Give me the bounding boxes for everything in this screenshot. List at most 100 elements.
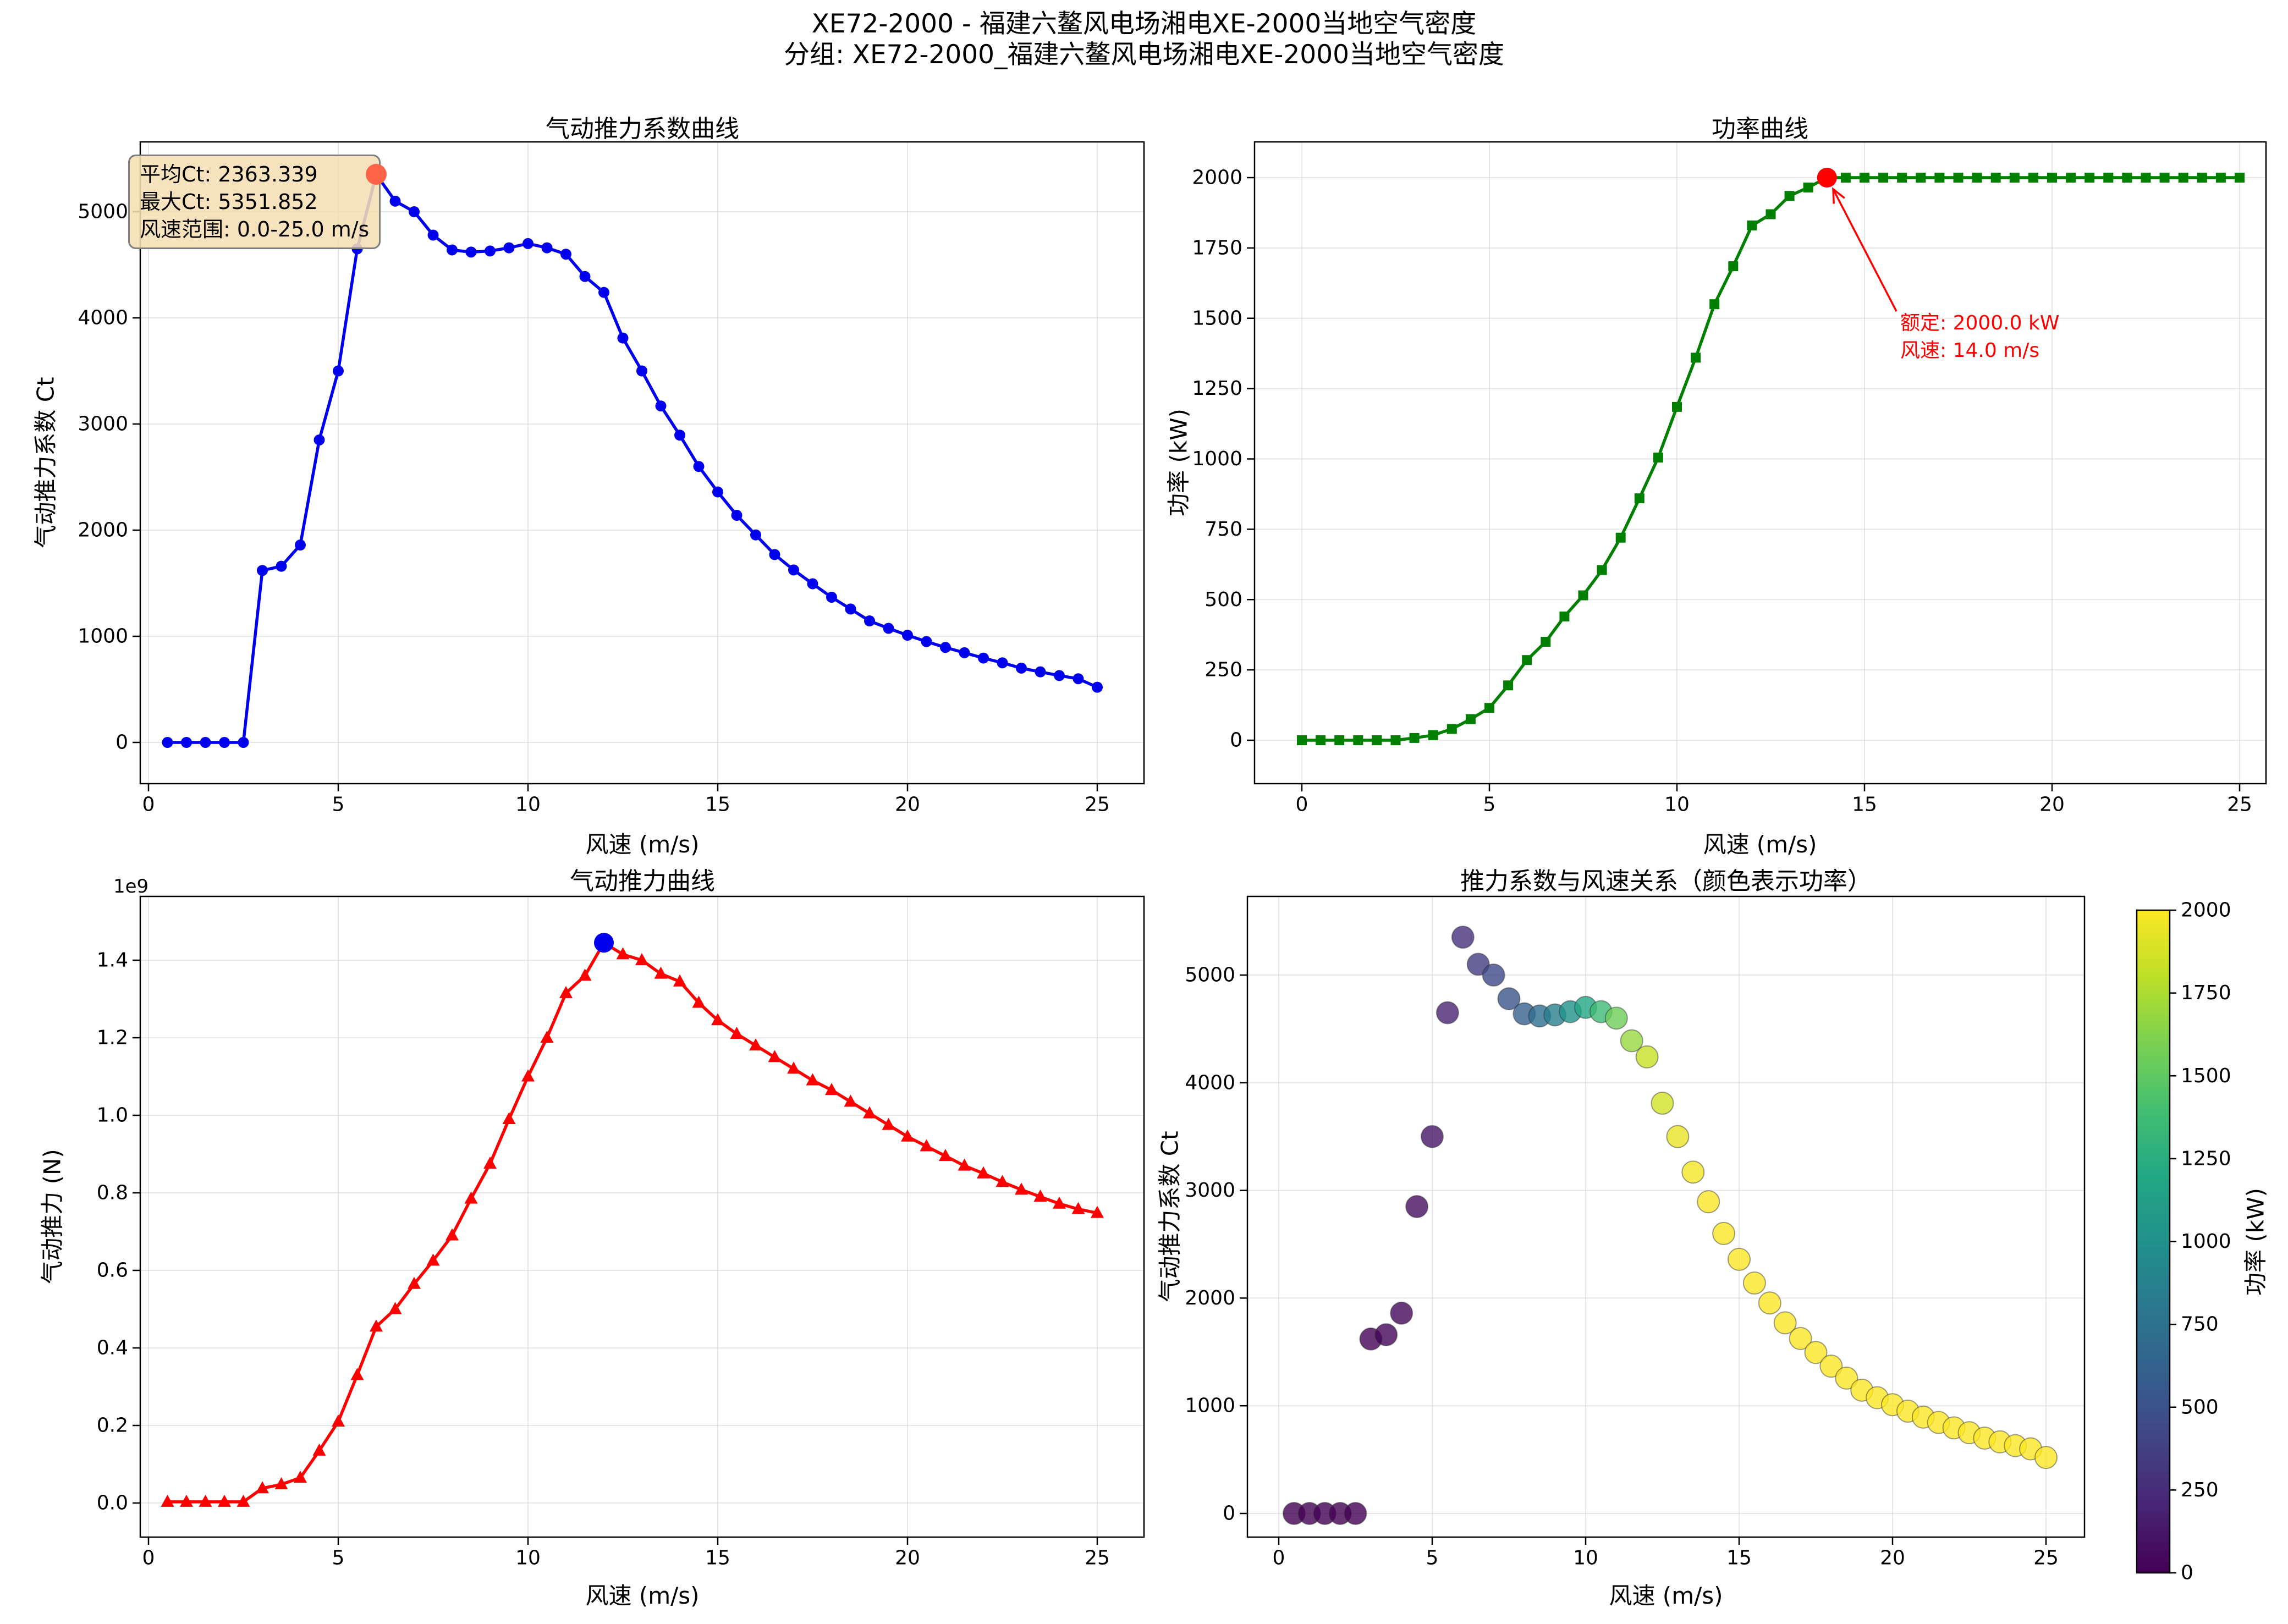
colorbar-ticks: 0 250 500 750 1000 1250 1500 1750 2000 (2170, 899, 2231, 1584)
power-curve-markers (1297, 173, 2245, 745)
y-tick-label: 0 (1223, 1502, 1235, 1525)
colorbar-tick-label: 500 (2181, 1396, 2219, 1418)
colorbar-gradient (2136, 909, 2171, 1574)
y-tick-label: 1000 (1192, 448, 1242, 470)
colorbar-tick-label: 1000 (2181, 1230, 2231, 1253)
ylabel-scatter: 气动推力系数 Ct (1156, 1131, 1184, 1302)
x-tick-label: 0 (142, 1547, 155, 1570)
scatter-point (1804, 1341, 1828, 1364)
axes-spines (139, 895, 1145, 1538)
colorbar-tick-label: 1750 (2181, 982, 2231, 1004)
y-tick-label: 2000 (1185, 1287, 1235, 1309)
y-tick-label: 3000 (78, 413, 128, 436)
x-tick-label: 20 (2039, 794, 2065, 816)
scatter-point (1451, 926, 1475, 949)
scatter-point (1344, 1502, 1367, 1525)
y-tick-label: 1.4 (97, 949, 128, 972)
x-tick-label: 15 (705, 794, 730, 816)
x-tick-label: 0 (1273, 1547, 1285, 1570)
stats-line-wind-range: 风速范围: 0.0-25.0 m/s (140, 217, 370, 241)
tick-labels: 0 5 10 15 20 25 0 1000 2000 3000 4000 5000 (1185, 964, 2059, 1570)
scatter-point (1742, 1271, 1766, 1295)
max-ct-marker (366, 164, 387, 185)
ct-curve-markers (162, 169, 1103, 748)
x-tick-label: 10 (515, 794, 541, 816)
stats-line-max-ct: 最大Ct: 5351.852 (140, 190, 318, 214)
y-tick-label: 250 (1204, 659, 1242, 681)
scatter-point (1436, 1001, 1459, 1025)
scatter-point (1604, 1006, 1628, 1030)
y-tick-label: 1500 (1192, 307, 1242, 329)
x-tick-label: 5 (332, 794, 345, 816)
y-tick-label: 1250 (1192, 377, 1242, 400)
scatter-point (1390, 1301, 1414, 1325)
colorbar-tick-label: 2000 (2181, 899, 2231, 922)
scatter-point (1497, 987, 1521, 1011)
max-thrust-marker (594, 933, 614, 953)
ct-curve-line (166, 173, 1099, 744)
x-tick-label: 0 (1296, 794, 1308, 816)
subplot-title-thrust-curve: 气动推力曲线 (570, 867, 715, 895)
xlabel-scatter: 风速 (m/s) (1609, 1582, 1723, 1609)
scatter-point (1728, 1247, 1751, 1271)
x-tick-label: 10 (515, 1547, 541, 1570)
scatter-point (1697, 1190, 1720, 1214)
y-tick-label: 0.2 (97, 1414, 128, 1437)
thrust-axis-offset-text: 1e9 (113, 876, 149, 898)
x-tick-label: 5 (1483, 794, 1496, 816)
scatter-point (1421, 1125, 1444, 1148)
scatter-point (1758, 1291, 1781, 1315)
subplot-title-power-curve: 功率曲线 (1712, 115, 1808, 143)
y-tick-label: 2000 (78, 519, 128, 542)
colorbar-tick-label: 1500 (2181, 1065, 2231, 1087)
x-tick-label: 10 (1664, 794, 1690, 816)
x-tick-label: 20 (895, 794, 920, 816)
y-tick-label: 0.6 (97, 1259, 128, 1282)
grid-lines (140, 896, 1144, 1537)
scatter-point (2034, 1446, 2058, 1469)
annotation-arrow (1832, 189, 1898, 312)
rated-power-line: 额定: 2000.0 kW (1900, 312, 2060, 334)
subplot-thrust-curve: 0 5 10 15 20 25 0.0 0.2 0.4 0.6 0.8 1.0 1.2 1.4 (97, 895, 1145, 1570)
grid-lines (1247, 896, 2084, 1537)
tick-labels: 0 5 10 15 20 25 0.0 0.2 0.4 0.6 0.8 1.0 1.2 1.4 (97, 949, 1110, 1570)
x-tick-label: 25 (2227, 794, 2252, 816)
x-tick-label: 20 (1880, 1547, 1905, 1570)
y-tick-label: 500 (1204, 588, 1242, 611)
grid-lines (1255, 142, 2266, 784)
scatter-point (1374, 1323, 1398, 1346)
scatter-points (1282, 926, 2058, 1525)
x-tick-label: 15 (1726, 1547, 1752, 1570)
x-tick-label: 25 (1085, 794, 1110, 816)
y-tick-label: 1.0 (97, 1104, 128, 1127)
x-tick-label: 25 (1085, 1547, 1110, 1570)
tick-labels: 0 5 10 15 20 25 0 1000 2000 3000 4000 5000 (78, 201, 1110, 816)
axes-spines (139, 141, 1145, 785)
scatter-point (1651, 1092, 1674, 1115)
y-tick-label: 0 (1230, 729, 1242, 752)
thrust-curve-line (166, 941, 1099, 1504)
ylabel-power-curve: 功率 (kW) (1165, 409, 1192, 516)
y-tick-label: 4000 (1185, 1071, 1235, 1094)
rated-wind-line: 风速: 14.0 m/s (1900, 339, 2040, 362)
y-tick-label: 0.4 (97, 1337, 128, 1359)
colorbar-tick-label: 1250 (2181, 1147, 2231, 1170)
y-tick-label: 1000 (1185, 1395, 1235, 1417)
scatter-point (1405, 1194, 1429, 1218)
scatter-point (1666, 1125, 1690, 1148)
scatter-point (1681, 1160, 1705, 1184)
axes-spines (1253, 141, 2267, 785)
rated-power-marker (1817, 168, 1837, 188)
x-tick-label: 25 (2033, 1547, 2059, 1570)
xlabel-power-curve: 风速 (m/s) (1703, 831, 1817, 858)
y-tick-label: 3000 (1185, 1179, 1235, 1202)
y-tick-label: 1750 (1192, 236, 1242, 259)
scatter-point (1620, 1029, 1643, 1053)
y-tick-label: 5000 (78, 201, 128, 223)
x-tick-label: 15 (705, 1547, 730, 1570)
x-tick-label: 5 (332, 1547, 345, 1570)
scatter-point (1789, 1326, 1812, 1350)
subplot-title-scatter: 推力系数与风速关系（颜色表示功率） (1460, 867, 1872, 895)
